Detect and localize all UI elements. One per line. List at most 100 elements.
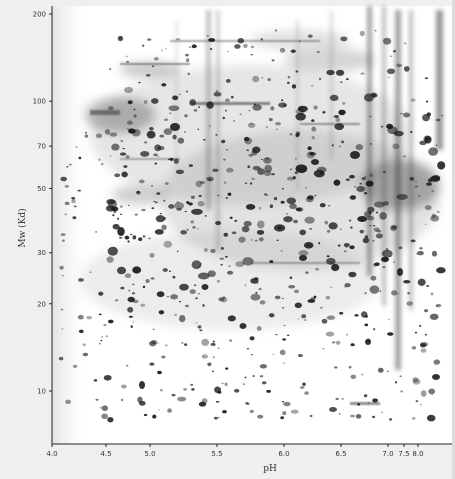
- protein-spot: [275, 128, 279, 131]
- protein-spot: [185, 53, 189, 57]
- protein-spot: [334, 123, 345, 131]
- protein-spot: [346, 333, 349, 336]
- protein-spot: [99, 406, 103, 409]
- protein-spot: [243, 136, 250, 142]
- protein-spot: [60, 233, 66, 236]
- protein-spot: [165, 47, 167, 50]
- protein-spot: [375, 233, 383, 239]
- protein-spot: [207, 270, 216, 278]
- protein-spot: [372, 398, 378, 403]
- protein-spot: [290, 49, 296, 53]
- protein-spot: [174, 313, 177, 316]
- protein-spot: [225, 367, 229, 370]
- protein-spot: [244, 137, 253, 145]
- protein-spot: [199, 181, 206, 184]
- protein-spot: [322, 111, 326, 114]
- protein-spot: [326, 315, 336, 320]
- protein-spot: [223, 181, 227, 184]
- protein-spot: [199, 262, 202, 265]
- protein-spot: [242, 257, 254, 266]
- protein-spot: [418, 195, 421, 197]
- protein-spot: [354, 186, 356, 188]
- protein-spot: [295, 207, 302, 212]
- protein-spot: [247, 122, 256, 128]
- protein-spot: [435, 303, 442, 308]
- protein-spot: [197, 272, 210, 280]
- protein-spot: [420, 343, 427, 348]
- protein-spot: [364, 211, 372, 218]
- protein-spot: [234, 388, 240, 393]
- protein-spot: [119, 152, 127, 156]
- protein-spot: [193, 109, 198, 112]
- protein-spot: [382, 266, 386, 269]
- protein-spot: [414, 185, 419, 188]
- protein-spot: [198, 106, 200, 109]
- protein-spot: [143, 100, 148, 104]
- protein-spot: [210, 248, 216, 253]
- protein-spot: [364, 93, 374, 102]
- protein-spot: [217, 347, 220, 349]
- protein-spot: [361, 373, 364, 376]
- protein-spot: [149, 127, 154, 131]
- protein-spot: [225, 79, 231, 83]
- protein-spot: [125, 60, 130, 63]
- protein-spot: [334, 366, 338, 369]
- protein-spot: [386, 370, 390, 373]
- protein-spot: [121, 171, 128, 178]
- protein-spot: [357, 403, 361, 406]
- gel-vertical-streaks: [175, 6, 443, 370]
- protein-spot: [375, 211, 379, 214]
- protein-spot: [400, 112, 403, 115]
- protein-spot: [189, 99, 197, 106]
- protein-spot: [179, 283, 189, 291]
- protein-spot: [221, 382, 224, 385]
- protein-spot: [101, 336, 104, 338]
- protein-spot: [338, 413, 341, 415]
- protein-spot: [373, 201, 385, 208]
- protein-spot: [387, 126, 398, 135]
- protein-spot: [127, 204, 130, 207]
- protein-spot: [120, 398, 124, 402]
- protein-spot: [161, 83, 167, 87]
- protein-spot: [224, 109, 228, 112]
- protein-spot: [265, 126, 269, 128]
- protein-spot: [318, 77, 322, 81]
- protein-spot: [243, 43, 248, 48]
- protein-spot: [292, 176, 296, 180]
- protein-spot: [283, 216, 293, 223]
- protein-spot: [234, 219, 238, 223]
- protein-spot: [181, 341, 184, 344]
- protein-spot: [338, 145, 341, 148]
- protein-spot: [220, 263, 223, 266]
- protein-spot: [112, 246, 116, 249]
- protein-spot: [274, 122, 282, 126]
- protein-spot: [212, 356, 216, 359]
- protein-spot: [335, 69, 345, 76]
- protein-spot: [238, 236, 246, 243]
- protein-spot: [104, 129, 111, 135]
- protein-spot: [206, 176, 214, 182]
- protein-spot: [154, 201, 158, 204]
- protein-spot: [381, 249, 393, 258]
- protein-spot: [186, 229, 189, 231]
- protein-spot: [227, 192, 232, 196]
- protein-spot: [100, 163, 104, 166]
- protein-spot: [157, 409, 160, 411]
- protein-spot: [293, 289, 300, 294]
- protein-spot: [283, 324, 286, 326]
- protein-spot: [156, 342, 159, 344]
- protein-spot: [311, 136, 315, 140]
- protein-spot: [98, 342, 101, 345]
- protein-spot: [65, 399, 72, 405]
- protein-spot: [124, 273, 132, 279]
- protein-spot: [355, 414, 362, 419]
- protein-spot: [131, 292, 136, 295]
- protein-spot: [307, 299, 316, 303]
- protein-spot: [142, 44, 145, 47]
- protein-spot: [223, 158, 226, 161]
- protein-spot: [287, 81, 290, 84]
- protein-spot: [109, 68, 112, 70]
- protein-spot: [141, 208, 146, 212]
- protein-spot: [424, 205, 432, 211]
- protein-spot: [111, 206, 119, 212]
